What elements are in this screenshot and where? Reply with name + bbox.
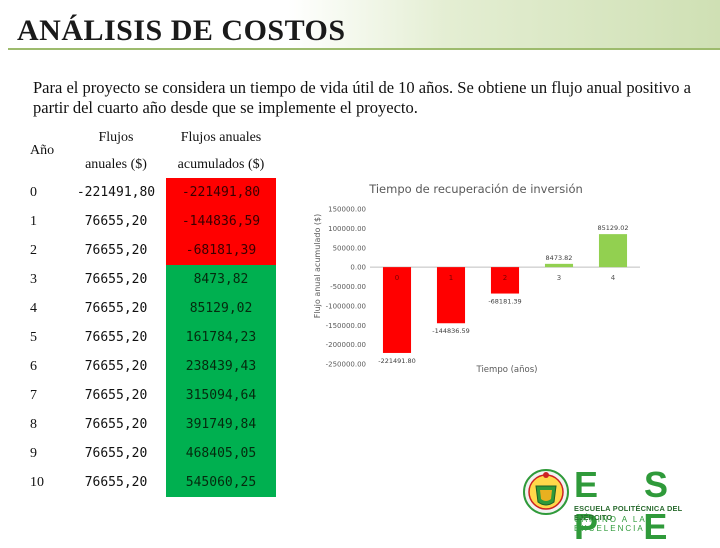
cell-cumulative: 315094,64 xyxy=(166,381,276,410)
cell-year: 2 xyxy=(30,242,37,258)
y-tick-label: -150000.00 xyxy=(326,322,366,330)
x-tick-label: 2 xyxy=(503,274,507,282)
y-tick-label: -100000.00 xyxy=(326,302,366,310)
cell-year: 8 xyxy=(30,416,37,432)
cell-flow: 76655,20 xyxy=(84,272,148,287)
x-tick-label: 1 xyxy=(449,274,453,282)
chart-y-axis-label: Flujo anual acumulado ($) xyxy=(313,214,322,318)
bar-2 xyxy=(490,267,520,294)
cell-flow: 76655,20 xyxy=(84,301,148,316)
y-tick-label: -250000.00 xyxy=(326,361,366,369)
bar-3 xyxy=(544,263,574,268)
cell-cumulative: 391749,84 xyxy=(166,410,276,439)
header-flows-line1: Flujos xyxy=(98,129,134,145)
header-cumulative-line2: acumulados ($) xyxy=(177,156,265,172)
cell-flow: -221491,80 xyxy=(76,185,156,200)
cell-flow: 76655,20 xyxy=(84,214,148,229)
university-seal-icon xyxy=(523,469,569,515)
chart-svg: Tiempo de recuperación de inversión Fluj… xyxy=(313,182,640,375)
cell-flow: 76655,20 xyxy=(84,417,148,432)
logo-line1: ESCUELA POLITÉCNICA DEL EJÉRCITO xyxy=(574,504,683,522)
table-row: 8 76655,20 391749,84 xyxy=(30,410,276,439)
cell-year: 10 xyxy=(30,474,44,490)
cell-cumulative: 468405,05 xyxy=(166,439,276,468)
table-row: 10 76655,20 545060,25 xyxy=(30,468,276,497)
data-label: -68181.39 xyxy=(488,298,521,306)
x-tick-label: 4 xyxy=(611,274,616,282)
cell-year: 3 xyxy=(30,271,37,287)
cell-cumulative: 238439,43 xyxy=(166,352,276,381)
logo-line2: CAMINO A LA EXCELENCIA xyxy=(574,515,647,533)
table-body: 0 -221491,80 -221491,80 1 76655,20 -144836,59… xyxy=(30,178,276,497)
table-header-row-1: Año Flujos Flujos anuales xyxy=(30,124,276,159)
table-row: 7 76655,20 315094,64 xyxy=(30,381,276,410)
table-row: 0 -221491,80 -221491,80 xyxy=(30,178,276,207)
cost-table: Año Flujos Flujos anuales anuales ($) ac… xyxy=(30,124,276,497)
header-cumulative-line1: Flujos anuales xyxy=(180,129,262,145)
cell-cumulative: 545060,25 xyxy=(166,468,276,497)
cell-cumulative: 85129,02 xyxy=(166,294,276,323)
cell-flow: 76655,20 xyxy=(84,359,148,374)
table-row: 9 76655,20 468405,05 xyxy=(30,439,276,468)
cell-year: 4 xyxy=(30,300,37,316)
table-row: 6 76655,20 238439,43 xyxy=(30,352,276,381)
cell-flow: 76655,20 xyxy=(84,446,148,461)
table-row: 5 76655,20 161784,23 xyxy=(30,323,276,352)
x-tick-label: 3 xyxy=(557,274,561,282)
table-header-row-2: anuales ($) acumulados ($) xyxy=(30,151,276,178)
data-label: 8473.82 xyxy=(546,254,573,262)
cell-year: 5 xyxy=(30,329,37,345)
table-row: 2 76655,20 -68181,39 xyxy=(30,236,276,265)
bar-0 xyxy=(382,267,412,353)
data-label: -221491.80 xyxy=(378,357,416,365)
data-label: 85129.02 xyxy=(597,224,628,232)
bar-1 xyxy=(436,267,466,324)
chart-marks: 150000.00 100000.00 50000.00 0.00 -50000.00 -… xyxy=(326,206,640,369)
cell-cumulative: -144836,59 xyxy=(166,207,276,236)
page-title: ANÁLISIS DE COSTOS xyxy=(17,14,346,47)
y-tick-label: 0.00 xyxy=(350,264,366,272)
header-year: Año xyxy=(30,143,55,158)
table-row: 3 76655,20 8473,82 xyxy=(30,265,276,294)
cell-cumulative: -221491,80 xyxy=(166,178,276,207)
y-tick-label: 100000.00 xyxy=(328,225,366,233)
cell-year: 6 xyxy=(30,358,37,374)
cell-year: 1 xyxy=(30,213,37,229)
cell-cumulative: -68181,39 xyxy=(166,236,276,265)
table-row: 1 76655,20 -144836,59 xyxy=(30,207,276,236)
x-tick-label: 0 xyxy=(395,274,399,282)
y-tick-label: 50000.00 xyxy=(333,244,366,252)
data-label: -144836.59 xyxy=(432,327,470,335)
cell-cumulative: 8473,82 xyxy=(166,265,276,294)
chart-x-axis-label: Tiempo (años) xyxy=(476,365,538,375)
cell-flow: 76655,20 xyxy=(84,243,148,258)
chart-title: Tiempo de recuperación de inversión xyxy=(368,182,583,196)
table-row: 4 76655,20 85129,02 xyxy=(30,294,276,323)
cell-cumulative: 161784,23 xyxy=(166,323,276,352)
cell-year: 0 xyxy=(30,184,37,200)
header-flows-line2: anuales ($) xyxy=(85,156,147,172)
title-band xyxy=(0,0,720,50)
cell-flow: 76655,20 xyxy=(84,330,148,345)
cell-year: 7 xyxy=(30,387,37,403)
cell-flow: 76655,20 xyxy=(84,475,148,490)
bar-4 xyxy=(598,234,628,268)
y-tick-label: -200000.00 xyxy=(326,341,366,349)
espe-logo: E S P E ESCUELA POLITÉCNICA DEL EJÉRCITO… xyxy=(522,462,718,547)
intro-paragraph: Para el proyecto se considera un tiempo … xyxy=(33,78,692,117)
y-tick-label: -50000.00 xyxy=(330,283,366,291)
cell-year: 9 xyxy=(30,445,37,461)
y-tick-label: 150000.00 xyxy=(328,206,366,214)
payback-chart: Tiempo de recuperación de inversión Fluj… xyxy=(312,176,642,390)
cell-flow: 76655,20 xyxy=(84,388,148,403)
